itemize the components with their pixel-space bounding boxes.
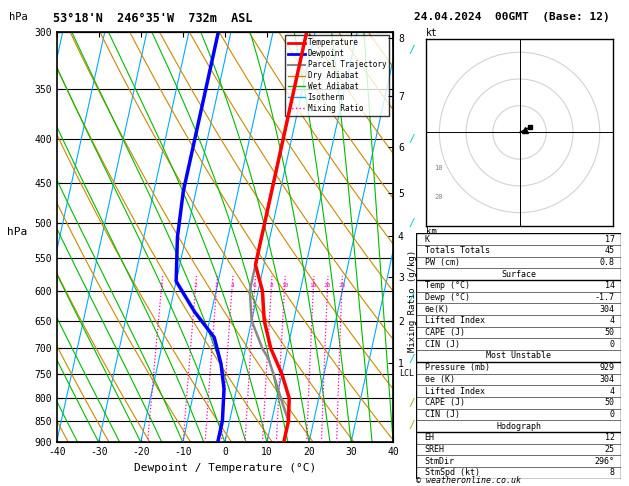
Text: CIN (J): CIN (J) (425, 410, 460, 419)
Text: Surface: Surface (501, 270, 536, 278)
Text: 20: 20 (324, 282, 331, 288)
Text: EH: EH (425, 434, 435, 442)
Text: CIN (J): CIN (J) (425, 340, 460, 349)
Text: θe(K): θe(K) (425, 305, 450, 314)
Text: Pressure (mb): Pressure (mb) (425, 363, 489, 372)
Text: 4: 4 (610, 386, 615, 396)
Text: /: / (409, 45, 415, 55)
Text: Most Unstable: Most Unstable (486, 351, 551, 361)
Text: Mixing Ratio (g/kg): Mixing Ratio (g/kg) (408, 250, 416, 352)
Text: 25: 25 (338, 282, 346, 288)
Text: 1: 1 (160, 282, 164, 288)
Text: LCL: LCL (399, 368, 414, 378)
Text: 8: 8 (610, 469, 615, 477)
Text: 14: 14 (604, 281, 615, 290)
Text: /: / (409, 218, 415, 227)
Text: kt: kt (426, 28, 438, 38)
Text: Temp (°C): Temp (°C) (425, 281, 470, 290)
Y-axis label: hPa: hPa (8, 227, 28, 237)
Text: 10: 10 (434, 165, 443, 171)
Text: StmDir: StmDir (425, 457, 455, 466)
Text: 10: 10 (281, 282, 288, 288)
Text: 6: 6 (253, 282, 257, 288)
Text: 304: 304 (599, 375, 615, 384)
Text: Lifted Index: Lifted Index (425, 386, 484, 396)
Text: 25: 25 (604, 445, 615, 454)
Text: θe (K): θe (K) (425, 375, 455, 384)
Text: 296°: 296° (594, 457, 615, 466)
Text: 45: 45 (604, 246, 615, 255)
Text: 20: 20 (434, 194, 443, 200)
Text: 50: 50 (604, 328, 615, 337)
Text: 50: 50 (604, 398, 615, 407)
Text: StmSpd (kt): StmSpd (kt) (425, 469, 479, 477)
Text: CAPE (J): CAPE (J) (425, 398, 465, 407)
Y-axis label: km
ASL: km ASL (423, 227, 440, 246)
Text: 4: 4 (610, 316, 615, 326)
Text: 3: 3 (214, 282, 218, 288)
Text: Totals Totals: Totals Totals (425, 246, 489, 255)
Text: 16: 16 (309, 282, 317, 288)
Text: Dewp (°C): Dewp (°C) (425, 293, 470, 302)
Text: 0.8: 0.8 (599, 258, 615, 267)
Text: 24.04.2024  00GMT  (Base: 12): 24.04.2024 00GMT (Base: 12) (414, 12, 610, 22)
Text: /: / (409, 134, 415, 144)
Text: 304: 304 (599, 305, 615, 314)
Text: 53°18'N  246°35'W  732m  ASL: 53°18'N 246°35'W 732m ASL (53, 12, 253, 25)
Text: /: / (409, 420, 415, 430)
Text: Hodograph: Hodograph (496, 422, 541, 431)
Text: /: / (409, 354, 415, 364)
Text: K: K (425, 235, 430, 243)
Text: 8: 8 (269, 282, 273, 288)
Text: © weatheronline.co.uk: © weatheronline.co.uk (416, 476, 521, 485)
Text: -1.7: -1.7 (594, 293, 615, 302)
Text: 2: 2 (194, 282, 198, 288)
Text: PW (cm): PW (cm) (425, 258, 460, 267)
Text: 4: 4 (230, 282, 234, 288)
Legend: Temperature, Dewpoint, Parcel Trajectory, Dry Adiabat, Wet Adiabat, Isotherm, Mi: Temperature, Dewpoint, Parcel Trajectory… (285, 35, 389, 116)
Text: 929: 929 (599, 363, 615, 372)
Text: Lifted Index: Lifted Index (425, 316, 484, 326)
Text: CAPE (J): CAPE (J) (425, 328, 465, 337)
Text: /: / (409, 398, 415, 408)
Text: /: / (409, 292, 415, 302)
Text: hPa: hPa (9, 12, 28, 22)
Text: 0: 0 (610, 340, 615, 349)
Text: 17: 17 (604, 235, 615, 243)
Text: SREH: SREH (425, 445, 445, 454)
Text: 12: 12 (604, 434, 615, 442)
Text: 0: 0 (610, 410, 615, 419)
X-axis label: Dewpoint / Temperature (°C): Dewpoint / Temperature (°C) (134, 463, 316, 473)
